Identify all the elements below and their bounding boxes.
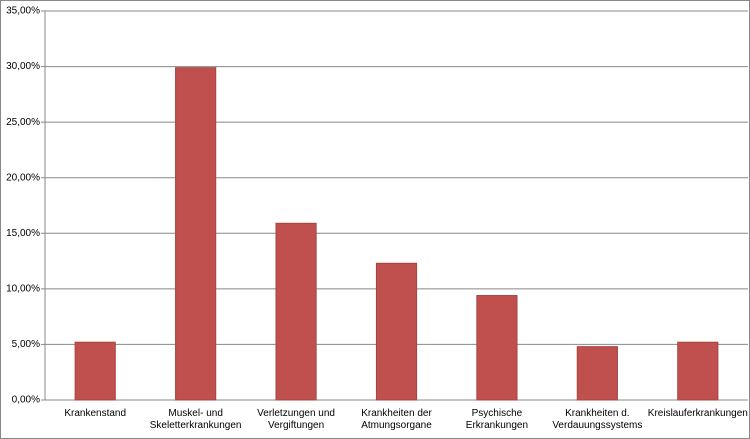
bar: [476, 295, 518, 401]
x-tick-label: Krankenstand: [64, 408, 127, 419]
x-tick-label: Muskel- und Skeletterkrankungen: [149, 408, 242, 431]
x-tick-label: Psychische Erkrankungen: [465, 408, 529, 431]
bar: [375, 262, 418, 401]
x-tick-label: Verletzungen und Vergiftungen: [257, 408, 335, 431]
bar: [677, 341, 719, 401]
y-tick-label: 10,00%: [6, 283, 40, 294]
y-tick-label: 0,00%: [12, 395, 40, 406]
bar: [576, 346, 618, 401]
x-tick-label: Krankheiten der Atmungsorgane: [361, 408, 432, 431]
y-tick-label: 30,00%: [6, 61, 40, 72]
y-tick-label: 15,00%: [6, 228, 40, 239]
bar: [74, 341, 116, 401]
y-tick-label: 20,00%: [6, 172, 40, 183]
bar: [175, 67, 217, 401]
x-tick-label: Kreislauferkrankungen: [647, 408, 748, 419]
y-tick-label: 35,00%: [6, 6, 40, 17]
y-tick-label: 25,00%: [6, 117, 40, 128]
y-tick-label: 5,00%: [12, 339, 40, 350]
bar: [275, 222, 317, 401]
x-tick-label: Krankheiten d. Verdauungssystems: [552, 408, 643, 431]
